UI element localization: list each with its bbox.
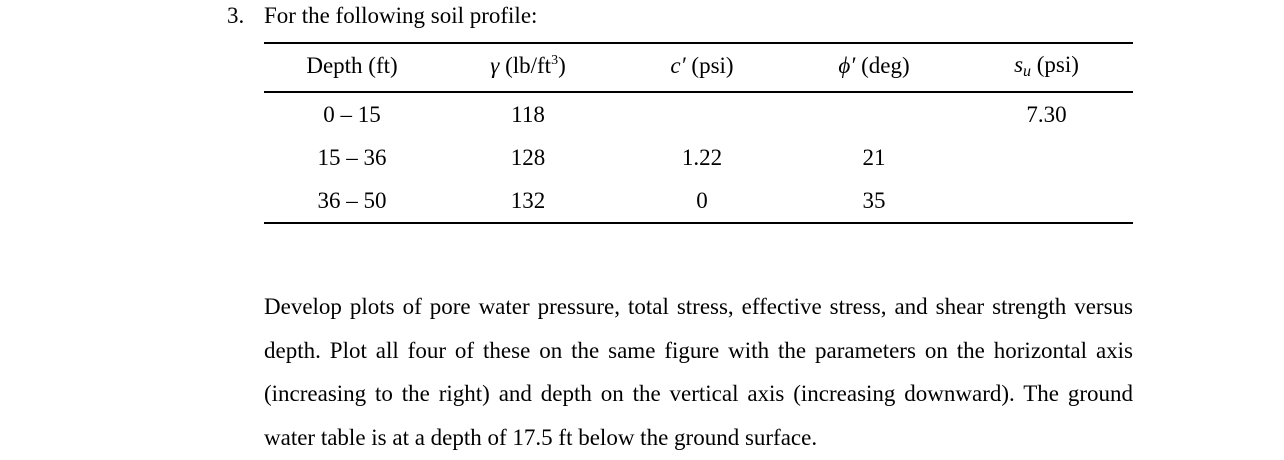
table-header: Depth (ft) γ (lb/ft3) c′ (psi) ϕ′ (deg) …	[264, 43, 1133, 92]
header-friction-angle: ϕ′ (deg)	[788, 43, 960, 92]
cell-phi: 35	[862, 187, 886, 213]
table-row: 0 – 15 118 7.30	[264, 92, 1133, 136]
gamma-unit: (lb/ft	[499, 53, 552, 78]
su-unit: (psi)	[1031, 51, 1079, 77]
cell-gamma: 132	[510, 187, 546, 213]
cell-depth: 36 – 50	[317, 187, 387, 213]
cell-cohesion: 0	[696, 187, 708, 213]
problem-heading-text: For the following soil profile:	[264, 3, 538, 28]
cell-gamma: 118	[511, 101, 545, 127]
cell-su	[960, 136, 1133, 179]
cell-phi: 21	[862, 144, 886, 170]
su-subscript: u	[1023, 62, 1032, 80]
problem-number: 3.	[227, 3, 245, 28]
table-row: 36 – 50 132 0 35	[264, 179, 1133, 223]
soil-profile-table: Depth (ft) γ (lb/ft3) c′ (psi) ϕ′ (deg) …	[264, 42, 1133, 224]
cell-depth: 15 – 36	[317, 144, 387, 170]
cell-gamma: 128	[510, 144, 546, 170]
header-undrained-strength: su (psi)	[960, 43, 1133, 92]
table-body: 0 – 15 118 7.30 15 – 36 128 1.22 21 36 –…	[264, 92, 1133, 223]
header-cohesion: c′ (psi)	[616, 43, 788, 92]
header-depth: Depth (ft)	[264, 43, 440, 92]
cohesion-unit: (psi)	[685, 53, 734, 78]
table-row: 15 – 36 128 1.22 21	[264, 136, 1133, 179]
cell-phi	[788, 92, 960, 136]
cell-su	[960, 179, 1133, 223]
cell-cohesion	[616, 92, 788, 136]
cell-cohesion: 1.22	[681, 144, 723, 170]
phi-unit: (deg)	[855, 53, 910, 78]
cell-depth: 0 – 15	[323, 101, 381, 127]
header-unit-weight: γ (lb/ft3)	[440, 43, 616, 92]
phi-symbol: ϕ′	[838, 53, 856, 78]
table-header-row: Depth (ft) γ (lb/ft3) c′ (psi) ϕ′ (deg) …	[264, 43, 1133, 92]
problem-description: Develop plots of pore water pressure, to…	[264, 294, 1133, 451]
problem-heading: 3. For the following soil profile:	[227, 2, 537, 30]
gamma-symbol: γ	[490, 53, 500, 78]
gamma-unit-close: )	[558, 53, 566, 78]
gamma-unit-superscript: 3	[551, 53, 559, 68]
su-symbol: s	[1014, 51, 1024, 77]
cell-su: 7.30	[1026, 101, 1067, 127]
header-depth-label: Depth (ft)	[306, 53, 398, 78]
cohesion-symbol: c′	[670, 53, 686, 78]
